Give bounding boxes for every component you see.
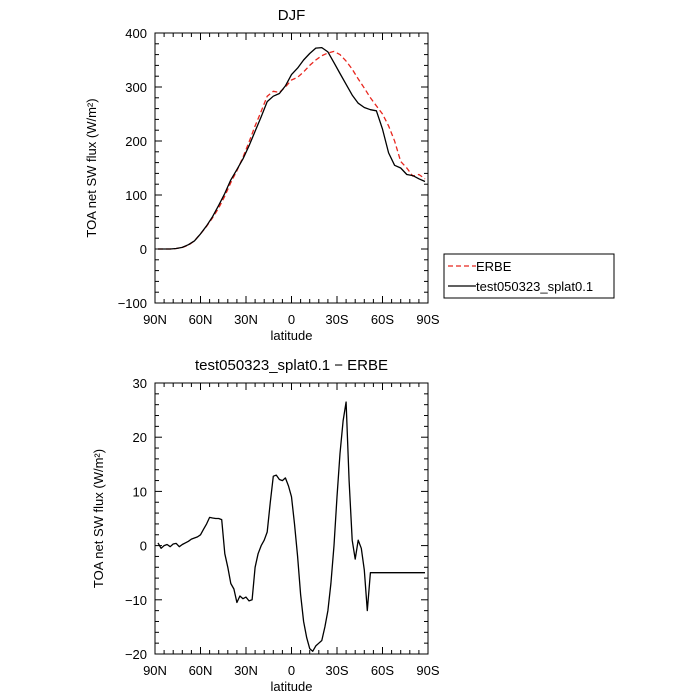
x-tick-label: 0 <box>288 312 295 327</box>
y-tick-label: 0 <box>140 242 147 257</box>
series-line <box>157 401 425 652</box>
legend-box <box>443 253 615 299</box>
y-tick-label: 30 <box>133 376 147 391</box>
y-axis-label: TOA net SW flux (W/m²) <box>91 449 106 588</box>
x-tick-label: 30N <box>234 312 258 327</box>
y-tick-label: −100 <box>118 296 147 311</box>
plot-frame <box>154 382 429 655</box>
legend-label: test050323_splat0.1 <box>476 279 593 294</box>
y-tick-label: 100 <box>125 188 147 203</box>
y-tick-label: −10 <box>125 593 147 608</box>
x-tick-label: 60S <box>371 312 394 327</box>
x-axis-label: latitude <box>271 679 313 694</box>
series-line <box>158 46 426 250</box>
x-tick-label: 60N <box>189 663 213 678</box>
x-tick-label: 30S <box>325 663 348 678</box>
x-tick-label: 90S <box>416 663 439 678</box>
x-tick-label: 30S <box>325 312 348 327</box>
plot-frame <box>154 32 429 304</box>
top-panel: DJF 90N 60N 30N 0 30S 60S 90S −100 0 100 200 300 400 l… <box>84 7 440 343</box>
x-axis-label: latitude <box>271 328 313 343</box>
y-tick-label: 20 <box>133 430 147 445</box>
y-tick-label: −20 <box>125 647 147 662</box>
x-tick-label: 60N <box>189 312 213 327</box>
chart-title: test050323_splat0.1 − ERBE <box>195 357 388 374</box>
x-tick-label: 90S <box>416 312 439 327</box>
y-tick-label: 400 <box>125 26 147 41</box>
legend: ERBE test050323_splat0.1 <box>443 253 615 299</box>
y-tick-label: 0 <box>140 539 147 554</box>
x-tick-label: 90N <box>143 663 167 678</box>
y-tick-label: 200 <box>125 134 147 149</box>
y-axis-label: TOA net SW flux (W/m²) <box>84 98 99 237</box>
x-tick-label: 90N <box>143 312 167 327</box>
x-tick-label: 60S <box>371 663 394 678</box>
series-line <box>158 50 426 250</box>
chart-title: DJF <box>278 7 306 24</box>
x-tick-label: 30N <box>234 663 258 678</box>
y-tick-label: 10 <box>133 484 147 499</box>
legend-label: ERBE <box>476 259 512 274</box>
x-tick-label: 0 <box>288 663 295 678</box>
y-tick-label: 300 <box>125 80 147 95</box>
bottom-panel: test050323_splat0.1 − ERBE 90N 60N 30N 0 30S 6… <box>91 357 440 694</box>
